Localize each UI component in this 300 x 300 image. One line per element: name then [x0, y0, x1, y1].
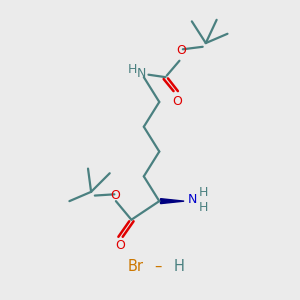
Text: H: H [199, 186, 208, 199]
Text: Br: Br [128, 259, 144, 274]
Text: O: O [116, 239, 125, 252]
Text: N: N [188, 193, 197, 206]
Text: N: N [136, 67, 146, 80]
Text: O: O [110, 189, 120, 202]
Text: H: H [199, 202, 208, 214]
Text: –: – [154, 259, 161, 274]
Text: O: O [172, 94, 182, 107]
Text: H: H [174, 259, 185, 274]
Polygon shape [160, 199, 184, 204]
Text: O: O [177, 44, 187, 57]
Text: H: H [127, 63, 137, 76]
